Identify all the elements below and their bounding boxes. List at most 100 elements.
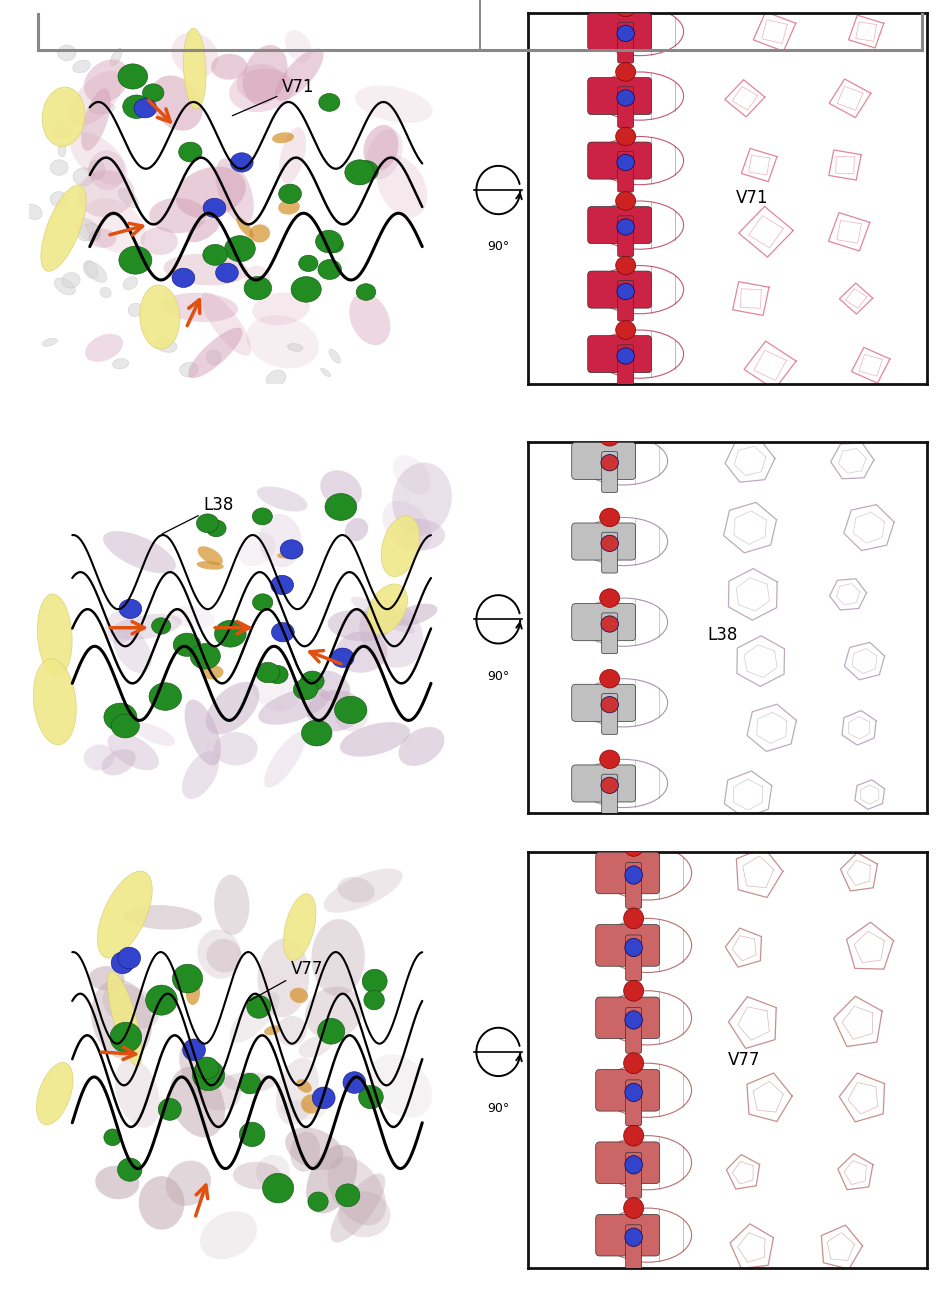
Ellipse shape: [107, 972, 142, 1066]
Circle shape: [625, 1155, 643, 1174]
Circle shape: [179, 142, 202, 161]
Circle shape: [253, 593, 273, 611]
Ellipse shape: [41, 185, 87, 272]
Circle shape: [216, 263, 239, 282]
Ellipse shape: [306, 1145, 358, 1214]
Ellipse shape: [253, 669, 300, 710]
Circle shape: [362, 969, 387, 993]
Ellipse shape: [381, 515, 419, 576]
Circle shape: [600, 670, 620, 688]
Circle shape: [203, 245, 227, 265]
Ellipse shape: [124, 905, 202, 930]
Ellipse shape: [229, 69, 294, 112]
Ellipse shape: [185, 980, 200, 1004]
Circle shape: [318, 1019, 345, 1045]
Circle shape: [345, 160, 375, 185]
Ellipse shape: [58, 46, 76, 61]
Circle shape: [359, 1085, 383, 1108]
FancyBboxPatch shape: [626, 1224, 642, 1271]
Ellipse shape: [277, 550, 303, 558]
Ellipse shape: [382, 501, 432, 552]
Ellipse shape: [351, 597, 415, 634]
Ellipse shape: [36, 1063, 73, 1124]
Ellipse shape: [336, 631, 387, 673]
FancyBboxPatch shape: [602, 451, 618, 492]
Ellipse shape: [89, 103, 115, 114]
Ellipse shape: [62, 272, 80, 288]
Ellipse shape: [369, 1054, 432, 1118]
Ellipse shape: [149, 198, 206, 233]
Circle shape: [143, 83, 164, 101]
Circle shape: [624, 908, 644, 929]
Circle shape: [308, 1192, 328, 1211]
FancyBboxPatch shape: [602, 532, 618, 572]
Ellipse shape: [77, 224, 101, 241]
Circle shape: [617, 155, 634, 170]
Ellipse shape: [128, 303, 143, 316]
Ellipse shape: [276, 1058, 319, 1125]
Circle shape: [600, 751, 620, 769]
Ellipse shape: [84, 744, 115, 770]
Ellipse shape: [264, 1025, 281, 1036]
Ellipse shape: [187, 219, 220, 242]
Ellipse shape: [154, 338, 177, 353]
Ellipse shape: [172, 606, 215, 628]
Ellipse shape: [205, 682, 260, 735]
Ellipse shape: [123, 277, 138, 290]
FancyBboxPatch shape: [588, 13, 651, 51]
Ellipse shape: [50, 160, 68, 176]
FancyBboxPatch shape: [588, 142, 651, 180]
Circle shape: [119, 246, 152, 275]
Circle shape: [624, 1125, 644, 1146]
Ellipse shape: [58, 143, 66, 157]
Circle shape: [601, 454, 618, 471]
Ellipse shape: [88, 967, 125, 990]
Circle shape: [262, 1174, 294, 1203]
Circle shape: [197, 514, 219, 532]
Circle shape: [230, 152, 253, 172]
Ellipse shape: [338, 877, 375, 903]
Ellipse shape: [83, 198, 146, 254]
Ellipse shape: [77, 170, 134, 217]
Ellipse shape: [110, 48, 122, 66]
Ellipse shape: [367, 584, 407, 635]
Ellipse shape: [305, 986, 362, 1039]
Ellipse shape: [150, 75, 203, 130]
Circle shape: [615, 191, 635, 211]
Circle shape: [624, 835, 644, 856]
FancyBboxPatch shape: [602, 774, 618, 814]
Text: 90°: 90°: [487, 1102, 510, 1115]
Circle shape: [172, 964, 203, 993]
Circle shape: [625, 1228, 643, 1246]
Text: L38: L38: [163, 497, 234, 533]
FancyBboxPatch shape: [626, 935, 642, 981]
Circle shape: [601, 535, 618, 552]
Ellipse shape: [237, 64, 285, 101]
Ellipse shape: [42, 87, 85, 147]
Ellipse shape: [188, 328, 243, 379]
Ellipse shape: [398, 727, 444, 766]
Ellipse shape: [24, 204, 42, 220]
FancyBboxPatch shape: [588, 78, 651, 114]
Ellipse shape: [85, 334, 123, 362]
FancyBboxPatch shape: [572, 604, 635, 640]
FancyBboxPatch shape: [595, 1214, 660, 1255]
Text: 90°: 90°: [487, 241, 510, 254]
Ellipse shape: [180, 363, 198, 377]
FancyBboxPatch shape: [588, 207, 651, 243]
Circle shape: [173, 634, 201, 657]
Ellipse shape: [214, 732, 258, 765]
Circle shape: [246, 995, 271, 1019]
Circle shape: [146, 985, 177, 1015]
Ellipse shape: [197, 561, 223, 570]
FancyBboxPatch shape: [626, 863, 642, 908]
Ellipse shape: [246, 315, 319, 368]
Ellipse shape: [70, 131, 127, 185]
Ellipse shape: [171, 33, 218, 77]
FancyBboxPatch shape: [572, 442, 635, 480]
Circle shape: [625, 866, 643, 885]
Text: V71: V71: [735, 190, 768, 207]
Circle shape: [615, 0, 635, 17]
Ellipse shape: [252, 293, 310, 325]
Ellipse shape: [100, 288, 111, 298]
